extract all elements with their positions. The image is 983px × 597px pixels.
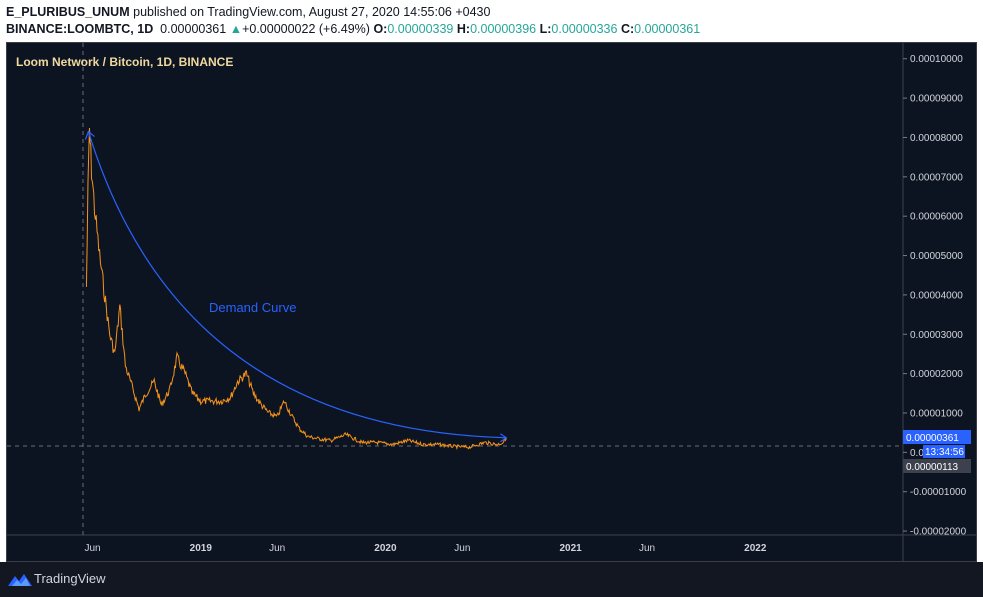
chart-frame: Demand Curve Loom Network / Bitcoin, 1D,… — [6, 42, 977, 562]
price-series-line[interactable] — [85, 127, 507, 451]
y-tick-label: 0.00001000 — [910, 408, 963, 419]
y-tick-label: 0.00003000 — [910, 330, 963, 341]
x-tick-label: 2022 — [744, 543, 767, 554]
publish-date: published on TradingView.com, August 27,… — [133, 5, 491, 19]
last-price: 0.00000361 — [160, 22, 227, 36]
price-change: +0.00000022 (+6.49%) — [242, 22, 370, 36]
price-label-group: 0.00000361 13:34:56 0.00000113 — [903, 430, 971, 473]
x-tick-label: Jun — [269, 543, 285, 554]
y-tick-label: 0.00002000 — [910, 369, 963, 380]
symbol-label: BINANCE:LOOMBTC, 1D — [6, 22, 154, 36]
x-tick-label: 2020 — [374, 543, 397, 554]
curve-arrow-start-icon — [84, 130, 95, 140]
x-tick-label: 2021 — [559, 543, 582, 554]
footer-bar: TradingView — [0, 562, 983, 597]
y-tick-label: 0.00005000 — [910, 251, 963, 262]
high-value: 0.00000396 — [470, 22, 537, 36]
demand-curve-drawing[interactable] — [87, 131, 507, 439]
price-chart[interactable]: Demand Curve Loom Network / Bitcoin, 1D,… — [7, 43, 976, 561]
chart-title: Loom Network / Bitcoin, 1D, BINANCE — [16, 55, 233, 69]
ohlc-line: BINANCE:LOOMBTC, 1D 0.00000361 ▲+0.00000… — [6, 22, 700, 36]
low-label-bg — [903, 459, 971, 473]
close-label: C: — [620, 22, 635, 36]
open-label: O: — [373, 22, 388, 36]
y-tick-label: 0.00004000 — [910, 290, 963, 301]
y-tick-label: -0.00002000 — [910, 527, 967, 538]
open-value: 0.00000339 — [387, 22, 454, 36]
price-label-bg — [903, 430, 971, 444]
y-tick-label: 0.00009000 — [910, 94, 963, 105]
close-value: 0.00000361 — [634, 22, 701, 36]
high-label: H: — [456, 22, 471, 36]
curve-arrow-end-icon — [500, 433, 508, 443]
publish-info: E_PLURIBUS_UNUM published on TradingView… — [6, 5, 490, 19]
y-tick-label: 0.00010000 — [910, 54, 963, 65]
y-tick-label: 0.00008000 — [910, 133, 963, 144]
timer-label-bg — [923, 445, 965, 458]
change-up-icon: ▲ — [229, 22, 243, 36]
x-tick-label: Jun — [639, 543, 655, 554]
x-tick-label: 2019 — [190, 543, 213, 554]
author-name[interactable]: E_PLURIBUS_UNUM — [6, 5, 130, 19]
price-label: 0.00000361 — [906, 433, 959, 444]
y-tick-label: -0.00001000 — [910, 487, 967, 498]
low-label: L: — [539, 22, 552, 36]
y-tick-label: 0.00006000 — [910, 212, 963, 223]
low-value: 0.00000336 — [551, 22, 618, 36]
x-tick-label: Jun — [84, 543, 100, 554]
tradingview-brand[interactable]: TradingView — [34, 571, 106, 586]
tradingview-logo-icon[interactable] — [8, 572, 32, 586]
y-tick-label: 0.00007000 — [910, 172, 963, 183]
low-price-label: 0.00000113 — [906, 462, 959, 473]
x-tick-label: Jun — [454, 543, 470, 554]
countdown-timer: 13:34:56 — [925, 447, 964, 458]
demand-curve-label: Demand Curve — [209, 300, 296, 315]
